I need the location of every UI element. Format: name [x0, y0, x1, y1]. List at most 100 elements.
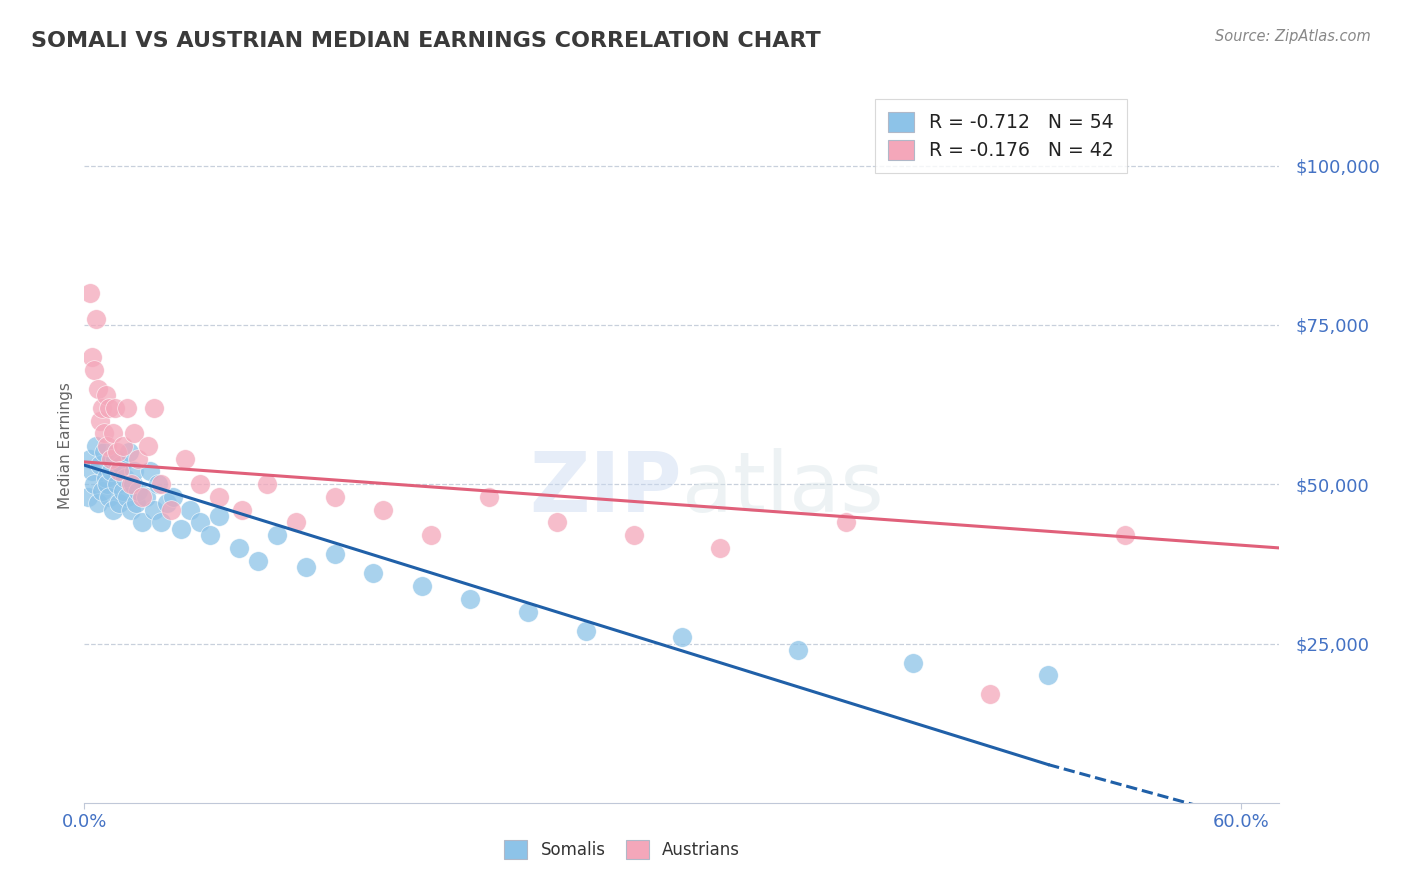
Point [83, 477, 105, 491]
Point [98, 490, 121, 504]
Y-axis label: Median Earnings: Median Earnings [58, 383, 73, 509]
Point [1036, 668, 1059, 682]
Point [100, 451, 122, 466]
Point [373, 502, 395, 516]
Point [546, 516, 568, 530]
Point [458, 591, 481, 606]
Point [231, 502, 253, 516]
Point [115, 401, 138, 415]
Point [709, 541, 731, 555]
Point [411, 579, 433, 593]
Point [96, 477, 118, 491]
Point [105, 445, 128, 459]
Point [285, 516, 308, 530]
Point [135, 490, 157, 504]
Point [89, 413, 111, 427]
Point [84, 439, 107, 453]
Point [323, 547, 346, 561]
Point [90, 401, 112, 415]
Point [100, 465, 122, 479]
Point [114, 471, 136, 485]
Text: SOMALI VS AUSTRIAN MEDIAN EARNINGS CORRELATION CHART: SOMALI VS AUSTRIAN MEDIAN EARNINGS CORRE… [31, 31, 821, 51]
Point [124, 426, 146, 441]
Point [79, 286, 101, 301]
Text: atlas: atlas [682, 449, 883, 529]
Point [142, 502, 165, 516]
Point [156, 496, 179, 510]
Point [1114, 528, 1136, 542]
Point [89, 458, 111, 472]
Point [108, 496, 131, 510]
Point [208, 490, 231, 504]
Point [170, 522, 193, 536]
Legend: Somalis, Austrians: Somalis, Austrians [498, 834, 747, 866]
Point [120, 502, 142, 516]
Point [77, 490, 100, 504]
Point [150, 477, 173, 491]
Point [125, 496, 148, 510]
Point [87, 382, 110, 396]
Point [188, 516, 211, 530]
Point [104, 401, 127, 415]
Point [188, 477, 211, 491]
Point [111, 483, 134, 498]
Point [108, 465, 131, 479]
Point [228, 541, 250, 555]
Point [98, 401, 121, 415]
Point [786, 643, 808, 657]
Point [139, 465, 162, 479]
Point [105, 477, 128, 491]
Point [295, 560, 318, 574]
Point [127, 483, 149, 498]
Point [120, 477, 142, 491]
Point [574, 624, 596, 638]
Point [90, 483, 112, 498]
Point [118, 445, 141, 459]
Point [623, 528, 645, 542]
Point [478, 490, 501, 504]
Point [179, 502, 201, 516]
Point [671, 630, 693, 644]
Point [131, 490, 153, 504]
Point [160, 502, 183, 516]
Point [162, 490, 184, 504]
Point [79, 451, 101, 466]
Point [323, 490, 346, 504]
Point [84, 311, 107, 326]
Point [979, 688, 1001, 702]
Point [111, 439, 134, 453]
Point [93, 445, 115, 459]
Point [110, 458, 132, 472]
Point [131, 516, 153, 530]
Point [146, 477, 169, 491]
Point [83, 362, 105, 376]
Point [136, 439, 159, 453]
Point [121, 477, 143, 491]
Point [198, 528, 221, 542]
Point [903, 656, 925, 670]
Point [363, 566, 385, 581]
Point [516, 605, 538, 619]
Point [150, 516, 173, 530]
Point [87, 496, 110, 510]
Point [124, 465, 146, 479]
Point [103, 426, 125, 441]
Point [103, 502, 125, 516]
Point [266, 528, 288, 542]
Point [256, 477, 278, 491]
Point [94, 471, 117, 485]
Point [94, 388, 117, 402]
Point [420, 528, 443, 542]
Text: Source: ZipAtlas.com: Source: ZipAtlas.com [1215, 29, 1371, 44]
Point [80, 465, 103, 479]
Point [80, 350, 103, 364]
Point [104, 451, 127, 466]
Point [835, 516, 858, 530]
Point [142, 401, 165, 415]
Point [96, 439, 118, 453]
Text: ZIP: ZIP [530, 449, 682, 529]
Point [127, 451, 149, 466]
Point [208, 509, 231, 524]
Point [93, 426, 115, 441]
Point [115, 490, 138, 504]
